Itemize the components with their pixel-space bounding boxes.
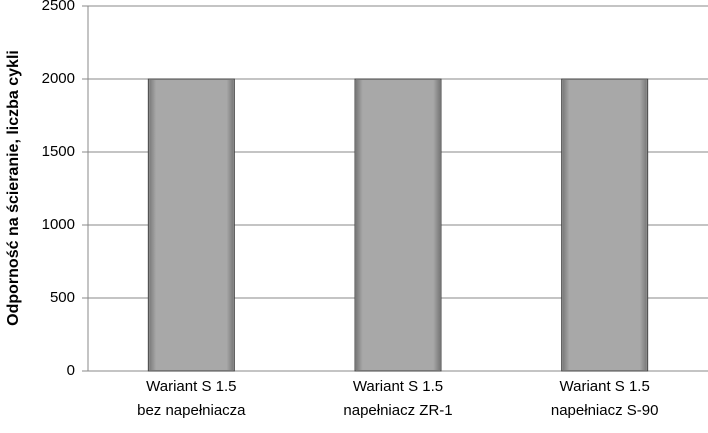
bar: [561, 78, 649, 372]
y-axis-label: Odporność na ścieranie, liczba cykli: [5, 50, 22, 326]
bar: [147, 78, 235, 372]
y-tick-label: 1000: [42, 216, 75, 233]
y-tick-label: 2000: [42, 70, 75, 87]
y-tick-label: 500: [50, 289, 75, 306]
y-tick-label: 0: [67, 362, 75, 379]
x-tick-label: Wariant S 1.5 bez napełniacza: [137, 378, 246, 419]
y-tick-label: 2500: [42, 0, 75, 14]
x-tick-label: Wariant S 1.5 napełniacz ZR-1: [343, 378, 452, 419]
bar: [354, 78, 442, 372]
x-tick-label: Wariant S 1.5 napełniacz S-90: [551, 378, 659, 419]
y-tick-label: 1500: [42, 143, 75, 160]
